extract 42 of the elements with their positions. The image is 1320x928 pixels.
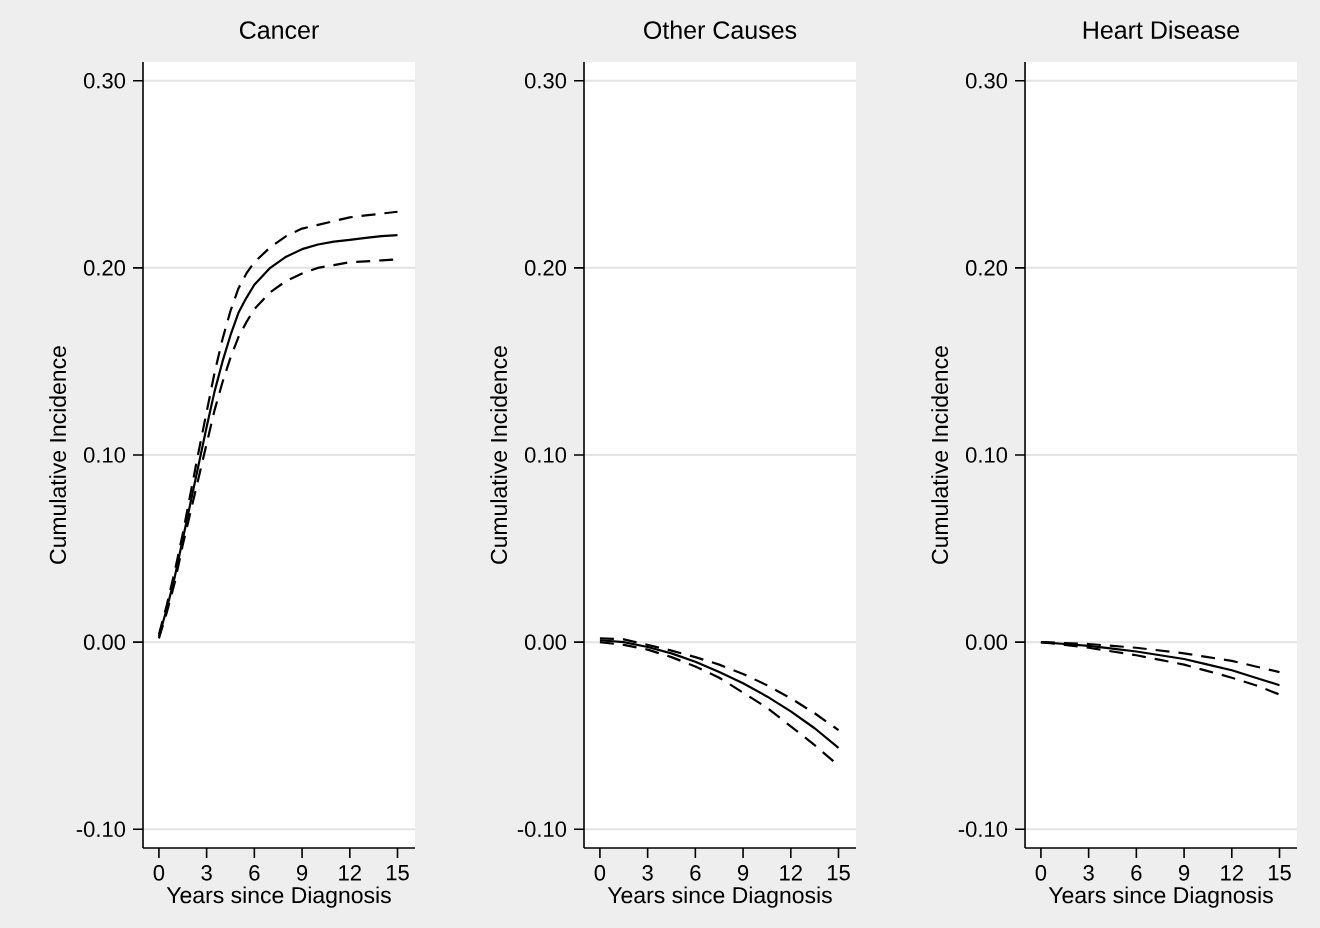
y-axis-title: Cumulative Incidence (490, 346, 508, 564)
chart-title: Cancer (239, 21, 319, 39)
x-tick-label: 3 (201, 865, 212, 881)
y-tick-label: 0.10 (965, 447, 1008, 463)
chart-title: Heart Disease (1083, 20, 1240, 39)
x-tick-label: 0 (1035, 865, 1047, 881)
x-axis-title: Years since Diagnosis (1048, 886, 1273, 908)
x-tick-label: 12 (1221, 865, 1243, 881)
y-tick-label: 0.30 (83, 72, 126, 89)
x-axis-title: Years since Diagnosis (166, 886, 391, 908)
x-tick-label: 15 (386, 865, 409, 881)
x-tick-label: 0 (153, 865, 165, 881)
x-tick-label: 3 (642, 865, 653, 881)
x-tick-label: 9 (296, 865, 308, 881)
y-tick-label: 0.30 (524, 72, 567, 89)
y-axis-title: Cumulative Incidence (931, 346, 949, 564)
y-tick-label: 0.10 (524, 447, 567, 463)
x-tick-label: 3 (1083, 865, 1094, 881)
y-tick-label: 0.20 (965, 260, 1008, 276)
x-axis-title: Years since Diagnosis (607, 886, 832, 908)
y-tick-label: 0.10 (83, 447, 126, 463)
y-tick-label: 0.20 (524, 260, 567, 276)
x-tick-label: 9 (737, 865, 749, 881)
x-tick-label: 6 (249, 865, 260, 881)
x-tick-label: 0 (594, 865, 606, 881)
y-tick-label: -0.10 (76, 821, 126, 838)
y-axis-title: Cumulative Incidence (49, 346, 67, 564)
y-tick-label: 0.00 (524, 634, 567, 650)
x-tick-label: 6 (690, 865, 701, 881)
x-tick-label: 6 (1131, 865, 1142, 881)
y-tick-label: -0.10 (517, 821, 567, 838)
y-tick-label: 0.30 (965, 72, 1008, 89)
x-tick-label: 9 (1178, 865, 1190, 881)
y-tick-label: -0.10 (958, 821, 1008, 838)
chart-title: Other Causes (644, 20, 797, 39)
x-tick-label: 12 (339, 865, 361, 881)
y-tick-label: 0.00 (83, 634, 126, 650)
y-tick-label: 0.20 (83, 260, 126, 276)
x-tick-label: 12 (780, 865, 802, 881)
x-tick-label: 15 (1268, 865, 1291, 881)
y-tick-label: 0.00 (965, 634, 1008, 650)
x-tick-label: 15 (827, 865, 850, 881)
